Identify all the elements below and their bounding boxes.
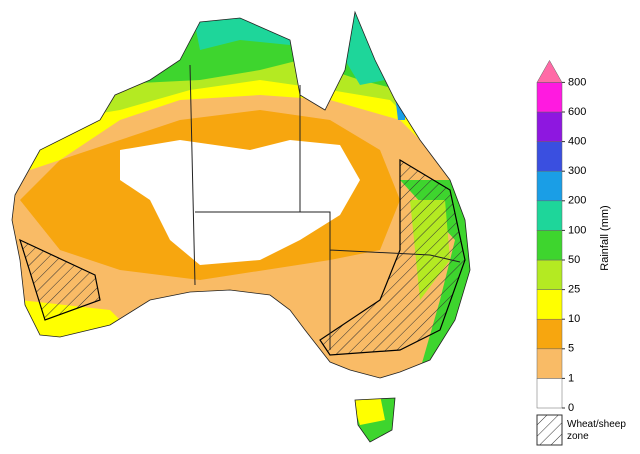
legend-tick-label: 25 bbox=[568, 284, 580, 296]
legend-tick-label: 300 bbox=[568, 165, 586, 177]
legend-swatch bbox=[536, 230, 563, 261]
legend-swatch bbox=[536, 141, 563, 172]
legend-swatch bbox=[536, 259, 563, 290]
hatch-swatch bbox=[536, 414, 563, 446]
legend-swatch bbox=[536, 200, 563, 231]
hatch-label: Wheat/sheep zone bbox=[567, 419, 626, 442]
legend-tick-label: 0 bbox=[568, 402, 574, 414]
legend-tick-label: 5 bbox=[568, 343, 574, 355]
legend-title: Rainfall (mm) bbox=[599, 205, 611, 270]
legend-swatch bbox=[536, 318, 563, 350]
legend-tick-label: 100 bbox=[568, 224, 586, 236]
coastline bbox=[11, 10, 471, 443]
legend-tick-label: 400 bbox=[568, 136, 586, 148]
legend-swatch bbox=[536, 82, 563, 113]
legend-swatch bbox=[536, 170, 563, 202]
state-borders bbox=[189, 64, 461, 350]
legend-tick-label: 10 bbox=[568, 313, 580, 325]
legend-swatch bbox=[536, 348, 563, 379]
legend: Rainfall (mm) 0 1 5 10 25 50 100 200 300 400 600 80… bbox=[536, 59, 611, 446]
legend-tick-label: 600 bbox=[568, 106, 586, 118]
legend-swatch bbox=[536, 378, 563, 409]
legend-tick-label: 800 bbox=[568, 76, 586, 88]
legend-tick-label: 50 bbox=[568, 254, 580, 266]
legend-overflow bbox=[536, 59, 563, 83]
legend-swatch bbox=[536, 111, 563, 142]
legend-tick-label: 1 bbox=[568, 372, 574, 384]
legend-swatch bbox=[536, 289, 563, 320]
legend-tick-label: 200 bbox=[568, 195, 586, 207]
wheat-sheep-zone bbox=[19, 158, 466, 356]
